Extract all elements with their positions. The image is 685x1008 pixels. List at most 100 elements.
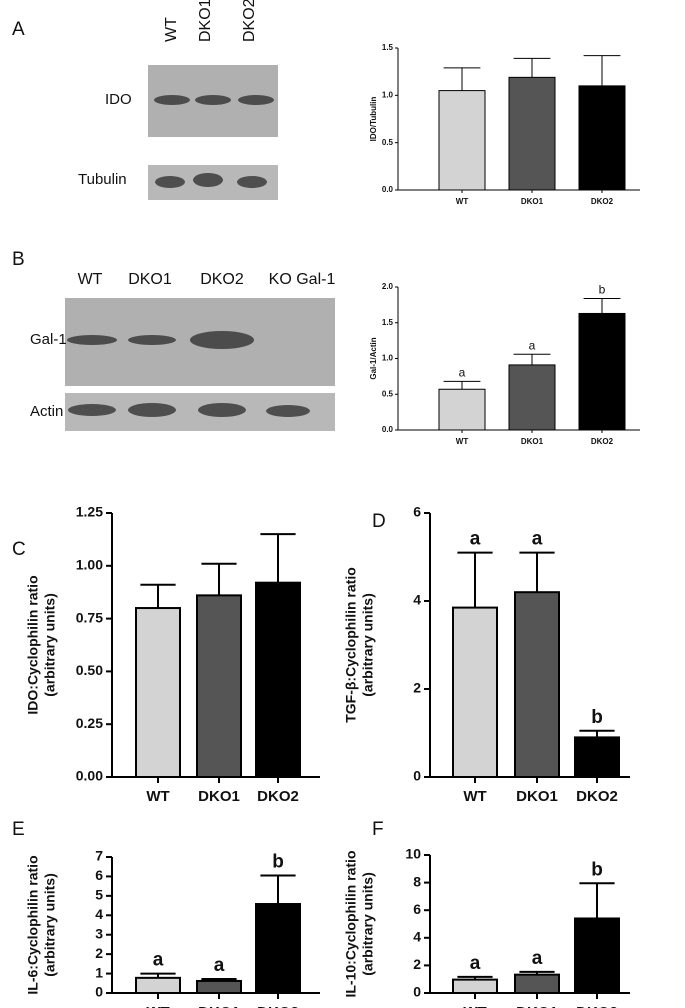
y-tick-label: 10	[405, 846, 421, 862]
y-tick-label: 2.0	[382, 282, 394, 291]
bar	[196, 979, 242, 994]
bar	[196, 594, 242, 778]
y-tick-label: 0	[95, 984, 103, 1000]
lane-label: DKO1	[128, 271, 172, 288]
x-tick-label: DKO2	[591, 197, 614, 206]
y-tick-label: 2	[413, 956, 421, 972]
x-tick-label: WT	[456, 197, 469, 206]
row-label: Gal-1	[30, 331, 67, 348]
bar	[438, 90, 486, 191]
y-tick-label: 5	[95, 887, 103, 903]
y-tick-label: 4	[413, 929, 421, 945]
blot-band	[237, 176, 267, 188]
y-tick-label: 0.25	[76, 715, 103, 731]
x-tick-label: DKO1	[198, 1004, 240, 1008]
blot-band	[154, 95, 190, 105]
x-tick-label: WT	[146, 1004, 169, 1008]
y-axis-label: (arbitrary units)	[42, 593, 58, 696]
y-tick-label: 3	[95, 925, 103, 941]
x-tick-label: DKO2	[576, 788, 618, 805]
panel-label: B	[12, 249, 25, 270]
blot-band	[190, 331, 254, 349]
x-tick-label: DKO2	[257, 1004, 299, 1008]
y-tick-label: 2	[413, 680, 421, 696]
bar	[135, 607, 181, 778]
lane-label: DKO1	[197, 0, 214, 42]
x-tick-label: WT	[146, 788, 169, 805]
bar	[578, 312, 626, 431]
y-tick-label: 1.00	[76, 557, 103, 573]
y-tick-label: 0.5	[382, 389, 394, 398]
y-tick-label: 8	[413, 873, 421, 889]
bar	[135, 976, 181, 994]
y-tick-label: 1.25	[76, 504, 103, 520]
row-label: IDO	[105, 91, 132, 108]
bar	[578, 85, 626, 191]
y-tick-label: 7	[95, 848, 103, 864]
x-tick-label: DKO1	[198, 788, 240, 805]
y-tick-label: 1.5	[382, 318, 394, 327]
lane-label: WT	[163, 17, 180, 42]
x-tick-label: WT	[456, 437, 469, 446]
y-axis-label: (arbitrary units)	[360, 872, 376, 975]
blot-band	[238, 95, 274, 105]
y-tick-label: 1.0	[382, 90, 394, 99]
blot-band	[155, 176, 185, 188]
x-tick-label: DKO2	[257, 788, 299, 805]
blot-band	[68, 404, 116, 416]
y-tick-label: 0	[413, 984, 421, 1000]
significance-letter: b	[591, 707, 603, 728]
significance-letter: b	[272, 851, 284, 872]
blot-band	[128, 335, 176, 345]
y-tick-label: 1.0	[382, 354, 394, 363]
bar	[514, 591, 560, 779]
y-tick-label: 6	[413, 901, 421, 917]
y-axis-label: IL-10:Cyclophilin ratio	[343, 850, 359, 997]
panel-label: A	[12, 19, 25, 40]
panel-label: F	[372, 819, 384, 840]
bar	[508, 76, 556, 191]
bar	[514, 973, 560, 994]
y-axis-label: TGF-β:Cyclophilin ratio	[343, 567, 359, 723]
y-tick-label: 0	[413, 768, 421, 784]
y-tick-label: 1.5	[382, 43, 394, 52]
blot-band	[266, 405, 310, 417]
bar	[574, 736, 620, 779]
bar	[438, 388, 486, 431]
bar	[255, 581, 301, 778]
y-tick-label: 0.00	[76, 768, 103, 784]
y-axis-label: IDO:Cyclophilin ratio	[25, 575, 41, 714]
row-label: Actin	[30, 403, 63, 420]
significance-letter: a	[532, 529, 543, 550]
lane-label: KO Gal-1	[269, 271, 336, 288]
bar	[452, 978, 498, 995]
bar	[452, 606, 498, 778]
y-tick-label: 4	[95, 906, 103, 922]
y-tick-label: 2	[95, 945, 103, 961]
x-tick-label: DKO1	[516, 1004, 558, 1008]
lane-label: WT	[78, 271, 103, 288]
panel-label: E	[12, 819, 25, 840]
y-tick-label: 4	[413, 592, 421, 608]
blot-band	[193, 173, 223, 187]
blot-band	[128, 403, 176, 417]
significance-letter: a	[529, 338, 536, 352]
y-tick-label: 0.0	[382, 185, 394, 194]
x-tick-label: DKO1	[521, 197, 544, 206]
y-axis-label: Gal-1/Actin	[369, 337, 378, 379]
y-axis-label: IL-6:Cyclophilin ratio	[25, 855, 41, 994]
blot-band	[67, 335, 117, 345]
lane-label: DKO2	[241, 0, 258, 42]
significance-letter: a	[459, 366, 466, 380]
y-tick-label: 0.5	[382, 138, 394, 147]
y-tick-label: 1	[95, 964, 103, 980]
y-tick-label: 0.0	[382, 425, 394, 434]
y-axis-label: (arbitrary units)	[42, 873, 58, 976]
y-tick-label: 6	[95, 867, 103, 883]
lane-label: DKO2	[200, 271, 244, 288]
bar	[574, 917, 620, 994]
panel-label: D	[372, 511, 386, 532]
significance-letter: a	[532, 948, 543, 969]
x-tick-label: DKO2	[576, 1004, 618, 1008]
